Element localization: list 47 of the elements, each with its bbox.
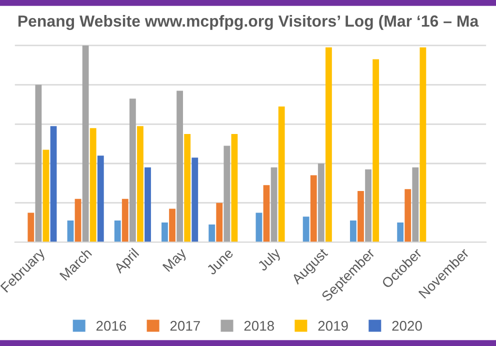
bar <box>90 128 96 242</box>
bar <box>144 167 151 242</box>
bar <box>404 189 412 242</box>
bar <box>137 126 144 242</box>
bar <box>114 220 121 242</box>
bar <box>50 126 57 242</box>
bar <box>372 59 380 242</box>
bar <box>302 216 310 242</box>
bar <box>256 212 262 242</box>
bar <box>97 156 104 242</box>
legend-label: 2019 <box>318 320 348 331</box>
bar <box>67 220 74 242</box>
bar <box>263 185 270 242</box>
legend-label: 2016 <box>96 320 126 331</box>
bar <box>325 47 332 242</box>
bar <box>184 134 191 242</box>
bar <box>420 47 426 242</box>
bar <box>278 106 285 242</box>
legend-label: 2018 <box>244 320 274 331</box>
bar <box>318 164 324 242</box>
chart-title: Penang Website www.mcpfpg.org Visitors’ Log (Mar ‘16 – Ma <box>18 15 479 30</box>
bar <box>82 45 89 242</box>
bar <box>358 191 364 242</box>
x-tick-label: May <box>162 247 189 274</box>
bar <box>216 202 223 242</box>
bar <box>310 175 317 242</box>
legend-label: 2020 <box>392 320 422 331</box>
bar <box>412 167 419 242</box>
bar <box>122 198 128 242</box>
bar <box>169 208 176 242</box>
bar <box>270 167 278 242</box>
bar <box>365 169 372 242</box>
bar <box>35 84 42 242</box>
bar <box>224 146 230 242</box>
bar <box>129 98 136 242</box>
bar <box>28 212 34 242</box>
bar <box>74 198 82 242</box>
bar <box>208 224 216 242</box>
bar <box>42 150 50 242</box>
bar <box>162 222 168 242</box>
bar <box>397 222 404 242</box>
x-tick-label: July <box>256 247 284 274</box>
bar <box>231 134 238 242</box>
bar <box>176 90 184 242</box>
bar <box>350 220 356 242</box>
legend-label: 2017 <box>170 320 200 331</box>
bar <box>192 158 198 242</box>
